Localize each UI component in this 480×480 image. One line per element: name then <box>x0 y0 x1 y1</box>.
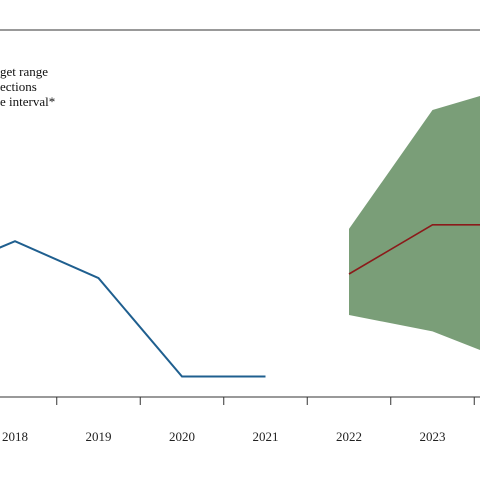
legend-entry-confidence-interval: e interval* <box>0 94 55 109</box>
legend-entry-target-range: get range <box>0 64 48 79</box>
history-line <box>0 240 266 378</box>
x-tick-label: 2023 <box>420 429 446 444</box>
legend-entry-projections: ections <box>0 79 37 94</box>
legend: get range ections e interval* <box>0 64 55 109</box>
x-axis-ticks: 2018 2019 2020 2021 2022 2023 <box>2 397 475 444</box>
x-tick-label: 2020 <box>169 429 195 444</box>
x-tick-label: 2018 <box>2 429 28 444</box>
x-tick-label: 2019 <box>86 429 112 444</box>
confidence-interval-band <box>349 96 480 351</box>
projection-line <box>348 224 480 275</box>
x-tick-label: 2021 <box>253 429 279 444</box>
x-tick-label: 2022 <box>336 429 362 444</box>
